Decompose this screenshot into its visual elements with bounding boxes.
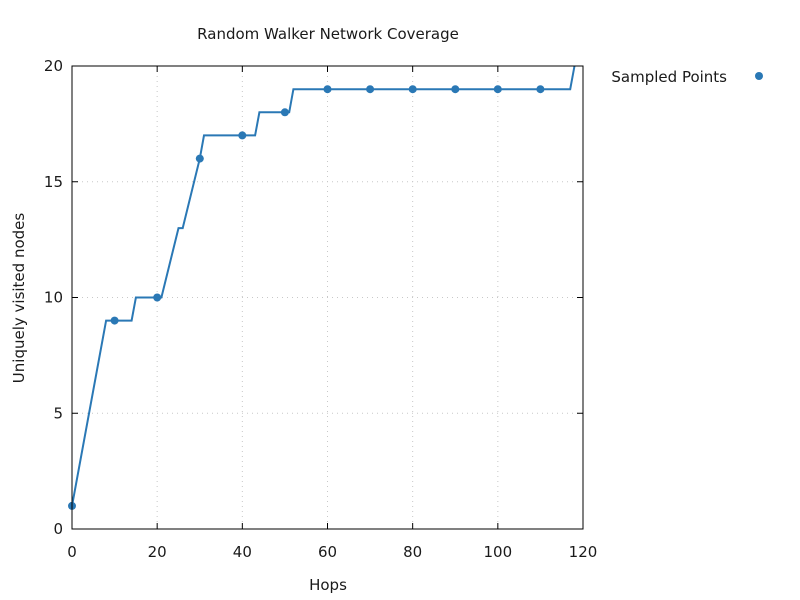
x-tick-label: 60 <box>318 543 337 561</box>
y-axis-label: Uniquely visited nodes <box>10 213 28 384</box>
x-tick-label: 0 <box>67 543 77 561</box>
sampled-point <box>493 85 502 94</box>
sampled-point <box>451 85 460 94</box>
x-tick-label: 40 <box>233 543 252 561</box>
y-tick-label: 5 <box>53 404 63 422</box>
sampled-point <box>280 108 289 117</box>
y-tick-label: 15 <box>44 173 63 191</box>
coverage-line <box>71 65 576 507</box>
x-tick-label: 20 <box>148 543 167 561</box>
sampled-point <box>366 85 375 94</box>
sampled-point <box>536 85 545 94</box>
sampled-point <box>195 154 204 163</box>
grid-lines <box>72 66 583 529</box>
legend: Sampled Points <box>611 68 763 86</box>
tick-labels: 0 20 40 60 80 100 120 0 5 10 15 20 <box>44 57 597 561</box>
x-tick-label: 120 <box>569 543 598 561</box>
sampled-point <box>238 131 247 140</box>
x-axis-label: Hops <box>309 576 347 594</box>
sampled-point <box>110 316 119 325</box>
y-tick-label: 20 <box>44 57 63 75</box>
legend-label-sampled-points: Sampled Points <box>611 68 727 86</box>
legend-marker-sampled-points <box>755 72 763 80</box>
axis-ticks <box>71 65 584 530</box>
y-tick-label: 0 <box>53 520 63 538</box>
sampled-point <box>323 85 332 94</box>
chart-title: Random Walker Network Coverage <box>197 25 459 43</box>
y-tick-label: 10 <box>44 289 63 307</box>
x-tick-label: 80 <box>403 543 422 561</box>
x-tick-label: 100 <box>484 543 513 561</box>
sampled-point <box>408 85 417 94</box>
sampled-point <box>153 293 162 302</box>
series-layer <box>68 65 576 510</box>
